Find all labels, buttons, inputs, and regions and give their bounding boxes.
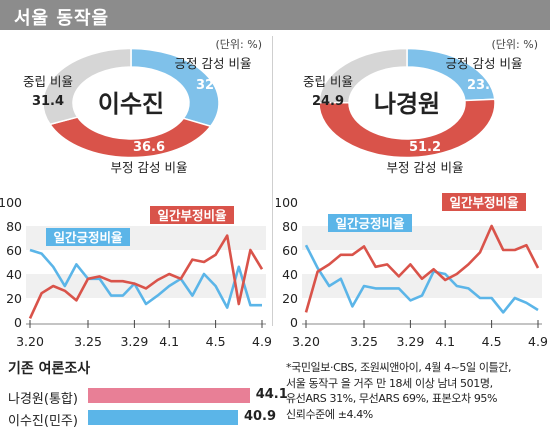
- series-label-box: [328, 214, 412, 232]
- segment-label: 긍정 감성 비율: [175, 56, 252, 71]
- series-line: [29, 248, 262, 309]
- y-tick-label: 20: [6, 291, 22, 306]
- series-label-box: [46, 228, 130, 246]
- panel-divider: [272, 36, 273, 326]
- poll-bar: [88, 410, 238, 425]
- x-tick-label: 3.20: [292, 334, 320, 349]
- y-tick-label: 40: [282, 267, 298, 282]
- segment-value: 23.9: [467, 78, 499, 93]
- y-tick-label: 60: [282, 243, 298, 258]
- series-line: [304, 244, 539, 314]
- segment-value: 24.9: [312, 94, 344, 109]
- donut-hole: [74, 67, 188, 139]
- y-tick-label: 80: [282, 219, 298, 234]
- candidate-name: 나경원: [374, 90, 440, 118]
- x-tick-label: 4.9: [528, 334, 548, 349]
- header-bar: 서울 동작을: [0, 0, 550, 30]
- segment-label: 부정 감성 비율: [111, 160, 188, 175]
- x-tick-label: 4.5: [482, 334, 502, 349]
- panel-na-kyungwon: 나경원 (단위: %) 긍정 감성 비율 23.9 51.2 부정 감성 비율 중립 비율 2…: [276, 38, 548, 349]
- y-tick-label: 100: [0, 195, 22, 210]
- footnote-line: 신뢰수준에 ±4.4%: [286, 407, 373, 421]
- x-tick-label: 3.25: [74, 334, 102, 349]
- unit-label: (단위: %): [492, 38, 538, 51]
- segment-label: 긍정 감성 비율: [446, 56, 523, 71]
- y-tick-label: 20: [282, 291, 298, 306]
- poll-bar: [88, 388, 250, 403]
- x-tick-label: 3.29: [396, 334, 424, 349]
- donut-slice: [318, 47, 408, 104]
- x-tick-label: 3.20: [16, 334, 44, 349]
- segment-label: 중립 비율: [23, 74, 73, 89]
- x-tick-label: 3.29: [120, 334, 148, 349]
- poll-title: 기존 여론조사: [8, 361, 91, 377]
- segment-value: 36.6: [133, 140, 165, 155]
- series-label: 일간부정비율: [449, 195, 519, 210]
- page-title: 서울 동작을: [14, 8, 110, 29]
- x-tick-label: 4.9: [252, 334, 272, 349]
- series-line: [304, 224, 540, 313]
- poll-label: 이수진(민주): [8, 414, 78, 429]
- candidate-name: 이수진: [98, 90, 164, 118]
- x-tick-label: 4.1: [159, 334, 179, 349]
- y-tick-label: 40: [6, 267, 22, 282]
- x-tick-label: 4.1: [435, 334, 455, 349]
- footnote-line: 유선ARS 31%, 무선ARS 69%, 표본오차 95%: [286, 392, 498, 405]
- x-tick-label: 3.25: [350, 334, 378, 349]
- series-label: 일간부정비율: [157, 208, 227, 223]
- y-tick-label: 60: [6, 243, 22, 258]
- panel-lee-soojin: 이수진 (단위: %) 긍정 감성 비율 32.0 36.6 부정 감성 비율 중립 비율 3…: [0, 38, 272, 349]
- x-tick-label: 4.5: [206, 334, 226, 349]
- footnote-line: *국민일보·CBS, 조원씨앤아이, 4월 4~5일 이틀간,: [286, 361, 512, 374]
- donut-hole: [350, 67, 464, 139]
- segment-value: 31.4: [32, 94, 64, 109]
- y-tick-label: 0: [290, 315, 298, 330]
- donut-slice: [42, 47, 132, 126]
- series-label-box: [442, 193, 526, 211]
- donut-slice: [318, 98, 496, 159]
- poll-label: 나경원(통합): [8, 392, 78, 407]
- unit-label: (단위: %): [216, 38, 262, 51]
- series-label: 일간긍정비율: [335, 216, 405, 231]
- series-label-box: [150, 206, 234, 224]
- segment-value: 51.2: [409, 140, 441, 155]
- segment-label: 중립 비율: [303, 74, 353, 89]
- footnote: *국민일보·CBS, 조원씨앤아이, 4월 4~5일 이틀간, 서울 동작구 을…: [286, 360, 548, 422]
- series-label: 일간긍정비율: [53, 230, 123, 245]
- series-line: [28, 234, 264, 319]
- y-tick-label: 100: [276, 195, 298, 210]
- poll-value: 44.1: [255, 387, 288, 402]
- segment-value: 32.0: [196, 78, 228, 93]
- poll-value: 40.9: [243, 409, 277, 424]
- y-tick-label: 80: [6, 219, 22, 234]
- segment-label: 부정 감성 비율: [387, 160, 464, 175]
- y-tick-label: 0: [14, 315, 22, 330]
- footnote-line: 서울 동작구 을 거주 만 18세 이상 남녀 501명,: [286, 376, 493, 390]
